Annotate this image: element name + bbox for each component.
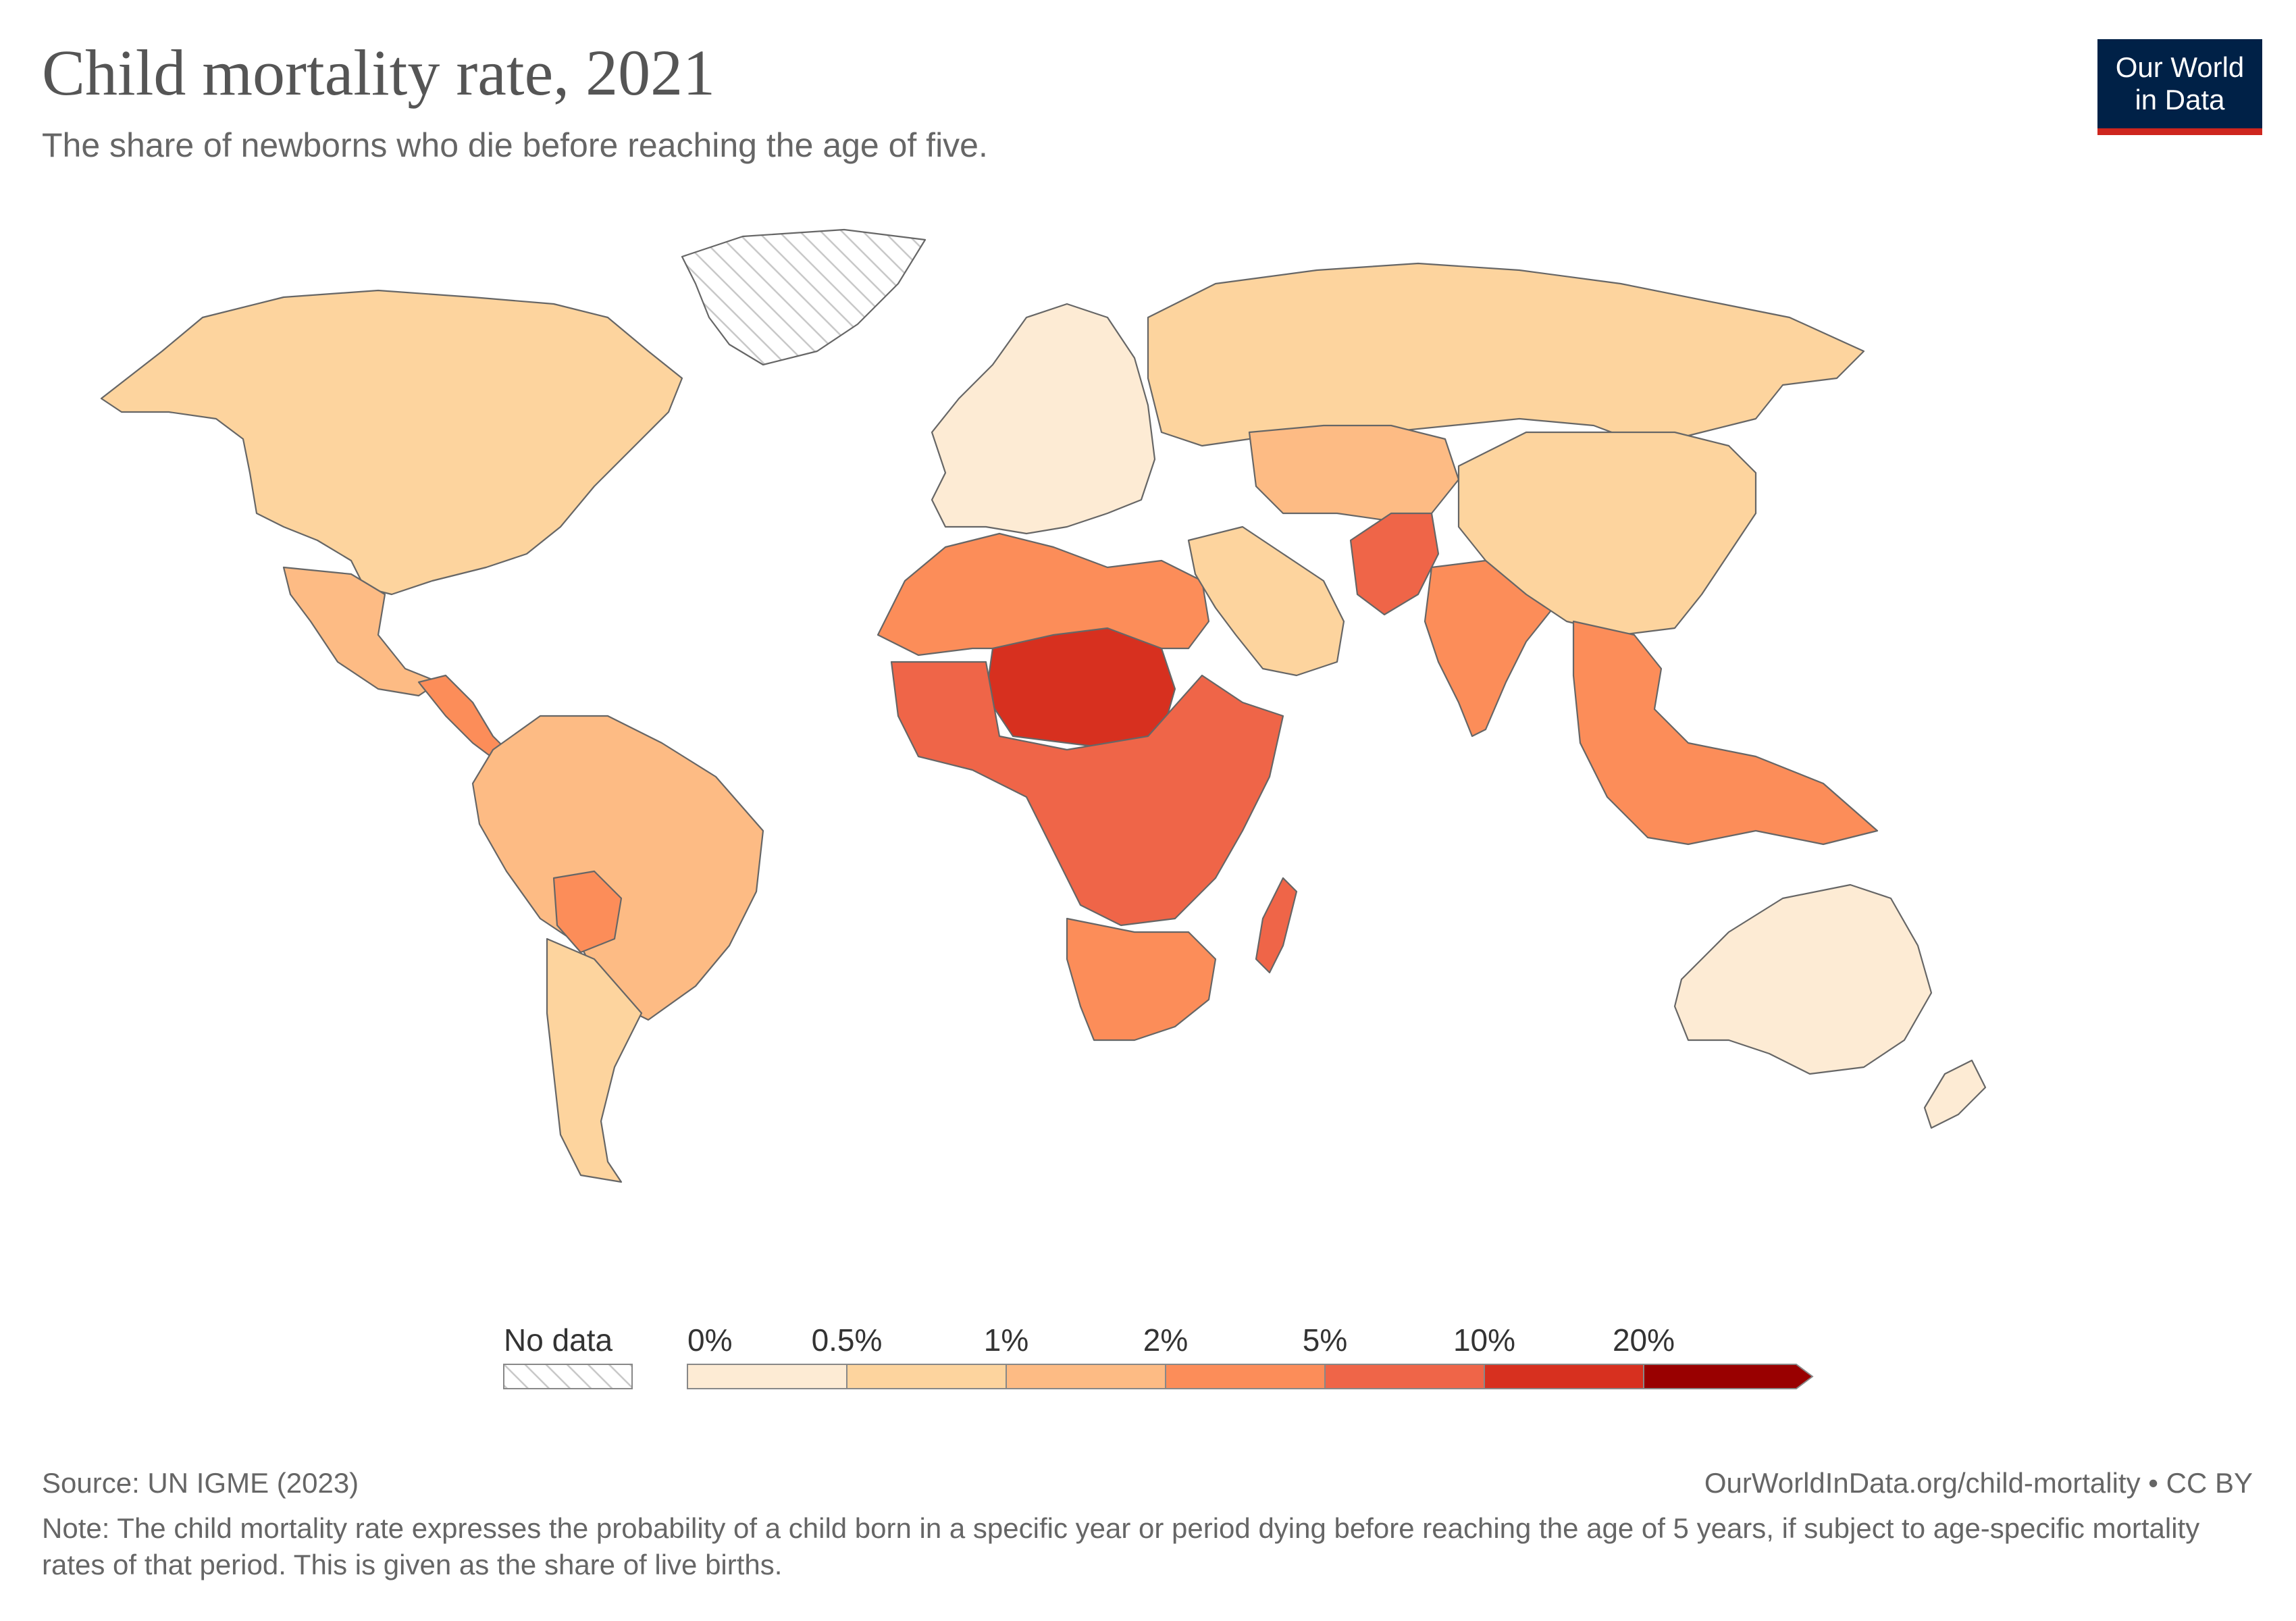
region-southern-africa[interactable]: [1066, 917, 1217, 1041]
region-southeast-asia[interactable]: [1572, 620, 1879, 846]
region-central-asia[interactable]: [1248, 424, 1460, 521]
legend-bin-4[interactable]: [1324, 1364, 1485, 1389]
legend-tick-label-6: 20%: [1613, 1322, 1675, 1358]
region-southern-cone[interactable]: [546, 937, 643, 1183]
region-australia[interactable]: [1673, 883, 1933, 1075]
legend-bin-6[interactable]: [1643, 1364, 1814, 1389]
legend-tick-label-1: 0.5%: [812, 1322, 883, 1358]
region-sahel[interactable]: [985, 627, 1176, 751]
region-north-america[interactable]: [100, 289, 683, 596]
map-legend: No data 0% 0.5% 1% 2% 5% 10% 20%: [503, 1322, 1814, 1389]
legend-tick-label-5: 10%: [1453, 1322, 1515, 1358]
legend-bin-0[interactable]: [687, 1364, 847, 1389]
region-central-africa[interactable]: [890, 661, 1284, 927]
source-text: Source: UN IGME (2023): [42, 1467, 359, 1499]
logo-line-2: in Data: [2135, 84, 2225, 115]
legend-no-data-label: No data: [504, 1322, 613, 1358]
region-europe[interactable]: [931, 303, 1156, 535]
legend-bin-1[interactable]: [846, 1364, 1007, 1389]
chart-subtitle: The share of newborns who die before rea…: [42, 126, 988, 164]
legend-bin-5[interactable]: [1484, 1364, 1644, 1389]
region-bolivia[interactable]: [552, 870, 623, 954]
legend-tick-label-4: 5%: [1303, 1322, 1347, 1358]
legend-tick-label-0: 0%: [687, 1322, 732, 1358]
chart-title: Child mortality rate, 2021: [42, 36, 716, 109]
legend-bin-2[interactable]: [1006, 1364, 1166, 1389]
region-middle-east[interactable]: [1187, 525, 1345, 677]
region-russia[interactable]: [1147, 262, 1865, 447]
logo-line-1: Our World: [2115, 51, 2245, 83]
legend-tick-label-2: 1%: [984, 1322, 1028, 1358]
attribution-link[interactable]: OurWorldInData.org/child-mortality • CC …: [1704, 1467, 2253, 1499]
owid-logo[interactable]: Our World in Data: [2097, 39, 2262, 135]
note-text: Note: The child mortality rate expresses…: [42, 1512, 2200, 1580]
region-pakistan[interactable]: [1349, 512, 1440, 616]
legend-no-data-swatch: [503, 1364, 633, 1389]
legend-tick-label-3: 2%: [1143, 1322, 1188, 1358]
legend-bin-3[interactable]: [1165, 1364, 1326, 1389]
region-greenland[interactable]: [681, 228, 927, 366]
region-new-zealand[interactable]: [1923, 1059, 1987, 1129]
region-south-america[interactable]: [471, 715, 764, 1021]
region-madagascar[interactable]: [1255, 877, 1298, 974]
region-china[interactable]: [1457, 431, 1757, 636]
